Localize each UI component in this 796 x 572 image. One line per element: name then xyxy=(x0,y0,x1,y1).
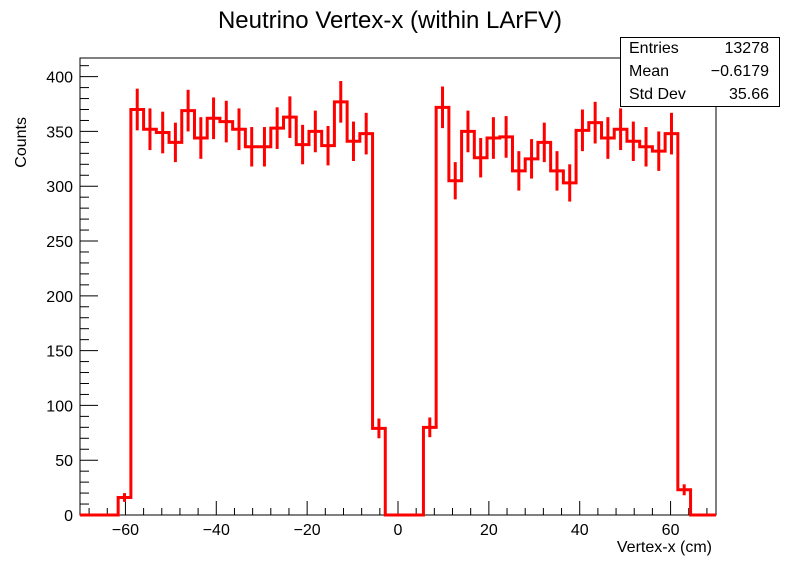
x-tick-label: 0 xyxy=(394,522,403,539)
stats-row-stddev: Std Dev 35.66 xyxy=(621,84,779,106)
x-axis-label: Vertex-x (cm) xyxy=(617,539,712,556)
y-tick-label: 300 xyxy=(46,179,73,196)
x-tick-label: −40 xyxy=(203,522,230,539)
y-tick-labels: 0 50 100 150 200 250 300 350 400 xyxy=(46,70,73,525)
stddev-value: 35.66 xyxy=(728,86,769,103)
x-tick-label: 60 xyxy=(662,522,680,539)
stats-row-mean: Mean −0.6179 xyxy=(621,61,779,83)
mean-label: Mean xyxy=(629,63,670,80)
y-tick-label: 50 xyxy=(55,453,73,470)
x-tick-label: 20 xyxy=(480,522,498,539)
stddev-label: Std Dev xyxy=(629,86,686,103)
x-tick-label: −20 xyxy=(294,522,321,539)
histogram-series-line xyxy=(80,100,716,517)
x-tick-labels: −60 −40 −20 0 20 40 60 xyxy=(112,522,680,539)
y-tick-label: 100 xyxy=(46,398,73,415)
entries-value: 13278 xyxy=(724,40,770,57)
y-axis-label: Counts xyxy=(13,117,30,168)
entries-label: Entries xyxy=(629,40,679,57)
stats-row-entries: Entries 13278 xyxy=(621,38,779,60)
y-tick-label: 400 xyxy=(46,70,73,87)
x-tick-label: −60 xyxy=(112,522,139,539)
chart-title: Neutrino Vertex-x (within LArFV) xyxy=(218,7,562,34)
y-tick-label: 350 xyxy=(46,124,73,141)
y-tick-label: 150 xyxy=(46,344,73,361)
mean-value: −0.6179 xyxy=(710,63,769,80)
x-tick-label: 40 xyxy=(571,522,589,539)
error-bars xyxy=(123,81,686,502)
y-tick-label: 250 xyxy=(46,234,73,251)
stats-box: Entries 13278 Mean −0.6179 Std Dev 35.66 xyxy=(620,37,780,107)
axis-ticks xyxy=(80,65,708,516)
y-tick-label: 0 xyxy=(64,508,73,525)
y-tick-label: 200 xyxy=(46,289,73,306)
